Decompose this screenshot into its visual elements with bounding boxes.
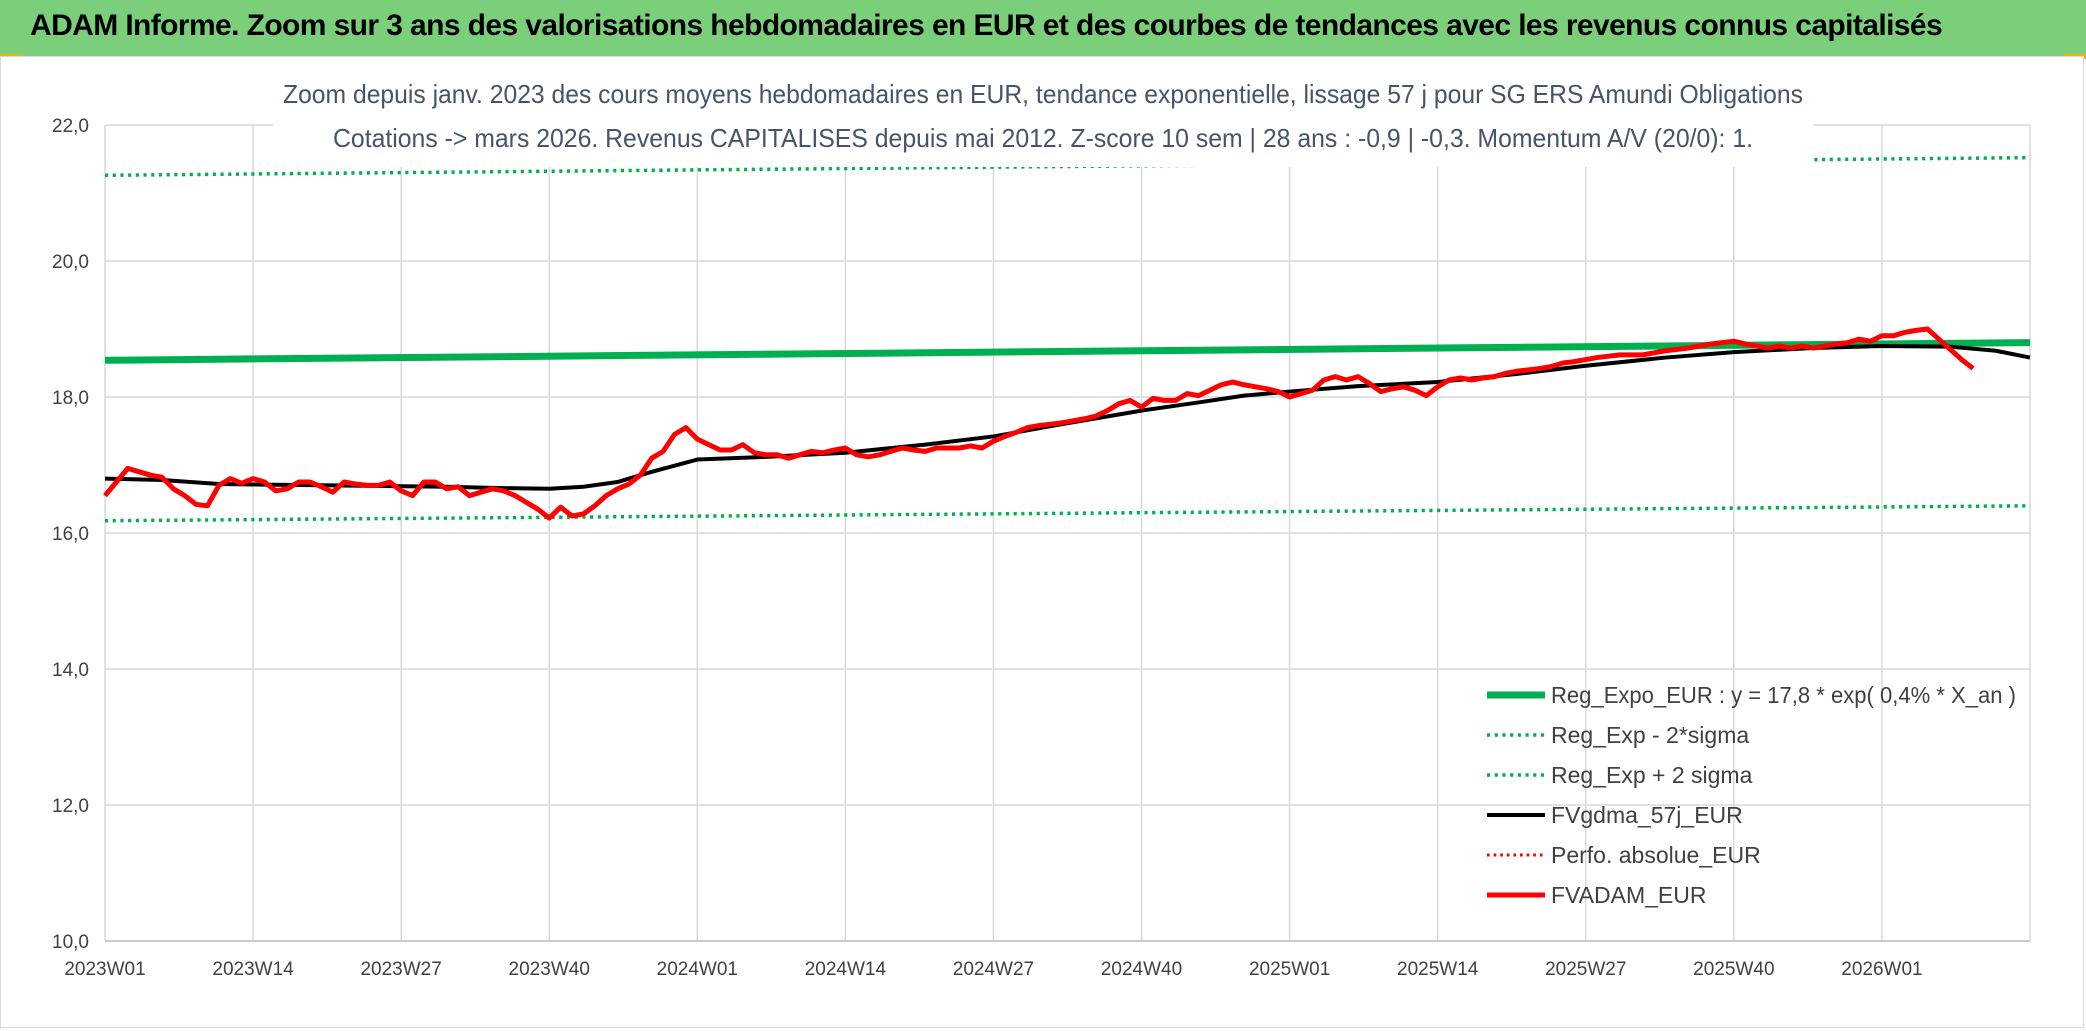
series-line-3 bbox=[104, 344, 2031, 491]
legend-label: Reg_Exp + 2 sigma bbox=[1551, 762, 1753, 788]
x-tick-label: 2023W01 bbox=[64, 959, 145, 980]
y-tick-label: 16,0 bbox=[52, 524, 89, 545]
x-tick-label: 2024W01 bbox=[657, 959, 738, 980]
y-tick-label: 22,0 bbox=[52, 116, 89, 137]
x-tick-label: 2026W01 bbox=[1841, 959, 1922, 980]
chart-title: Zoom depuis janv. 2023 des cours moyens … bbox=[283, 79, 1803, 109]
x-tick-label: 2024W27 bbox=[953, 959, 1034, 980]
chart-subtitle: Cotations -> mars 2026. Revenus CAPITALI… bbox=[333, 123, 1753, 153]
x-tick-label: 2025W27 bbox=[1545, 959, 1626, 980]
y-tick-label: 12,0 bbox=[52, 796, 89, 817]
report-title: ADAM Informe. Zoom sur 3 ans des valoris… bbox=[30, 9, 1943, 42]
legend-label: Perfo. absolue_EUR bbox=[1551, 842, 1761, 868]
y-tick-label: 14,0 bbox=[52, 660, 89, 681]
y-tick-label: 20,0 bbox=[52, 252, 89, 273]
x-tick-label: 2024W40 bbox=[1101, 959, 1182, 980]
legend-label: FVADAM_EUR bbox=[1551, 882, 1707, 908]
title-box bbox=[273, 59, 1813, 167]
chart-frame: 10,0 12,0 14,0 16,0 18,0 20,0 22,0 2023W01 2023W… bbox=[0, 56, 2084, 1028]
x-tick-label: 2023W40 bbox=[509, 959, 590, 980]
legend-label: Reg_Exp - 2*sigma bbox=[1551, 722, 1749, 748]
fvadam-line bbox=[103, 326, 1975, 521]
y-tick-label: 10,0 bbox=[52, 932, 89, 953]
legend-label: FVgdma_57j_EUR bbox=[1551, 802, 1743, 828]
x-tick-label: 2023W14 bbox=[212, 959, 294, 980]
y-tick-label: 18,0 bbox=[52, 388, 89, 409]
line-chart: 10,0 12,0 14,0 16,0 18,0 20,0 22,0 2023W01 2023W… bbox=[52, 59, 2031, 980]
x-tick-label: 2023W27 bbox=[360, 959, 441, 980]
report-banner: ADAM Informe. Zoom sur 3 ans des valoris… bbox=[0, 0, 2086, 56]
x-tick-label: 2025W40 bbox=[1693, 959, 1774, 980]
series-line-1 bbox=[104, 504, 2031, 523]
legend-label: Reg_Expo_EUR : y = 17,8 * exp( 0,4% * X_… bbox=[1551, 682, 2016, 708]
x-tick-label: 2025W01 bbox=[1249, 959, 1330, 980]
x-tick-label: 2024W14 bbox=[805, 959, 887, 980]
x-tick-label: 2025W14 bbox=[1397, 959, 1479, 980]
